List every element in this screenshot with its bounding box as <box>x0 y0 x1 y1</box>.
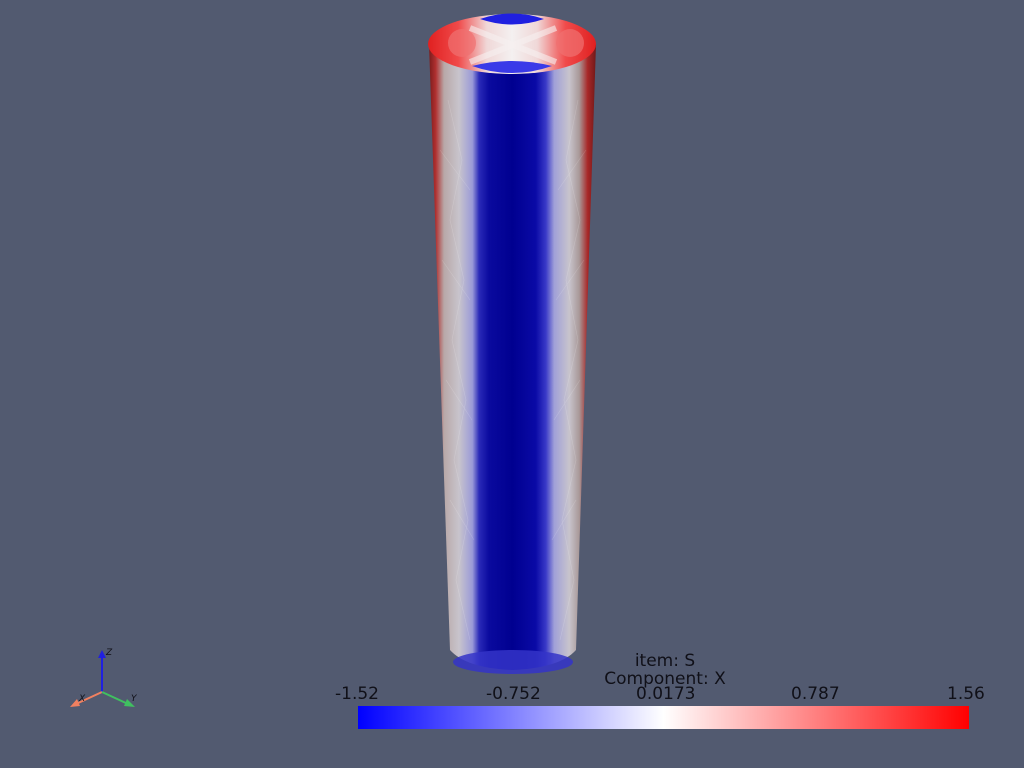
cap-spot-left <box>448 29 476 57</box>
cylinder-body <box>429 44 596 670</box>
z-axis-label: Z <box>105 648 113 658</box>
y-axis-arrow-icon <box>124 699 135 707</box>
scalar-bar-tick-label: -1.52 <box>335 684 379 704</box>
cap-cross <box>468 25 558 65</box>
orientation-axes: Z X Y <box>70 648 138 707</box>
y-axis-label: Y <box>131 694 138 704</box>
cap-blue-bottom <box>472 61 552 73</box>
scalar-bar-tick-label: 0.787 <box>791 684 840 704</box>
x-axis-label: X <box>78 694 86 704</box>
z-axis-arrow-icon <box>98 650 106 658</box>
mesh-shading <box>439 99 587 641</box>
cap-spot-right <box>556 29 584 57</box>
scalar-bar-subtitle: Component: X <box>604 669 726 689</box>
x-axis-line <box>75 691 103 705</box>
cap-blue-top <box>480 13 544 25</box>
x-axis-arrow-icon <box>70 699 80 707</box>
scalar-bar-title: item: S <box>634 651 696 671</box>
scalar-bar-colormap <box>358 706 969 729</box>
y-axis-line <box>101 691 129 705</box>
cylinder-bottom-cap <box>453 650 573 674</box>
scalar-bar-tick-label: 1.56 <box>947 684 985 704</box>
scalar-bar-tick-label: 0.0173 <box>636 684 696 704</box>
scalar-bar-tick-label: -0.752 <box>486 684 541 704</box>
